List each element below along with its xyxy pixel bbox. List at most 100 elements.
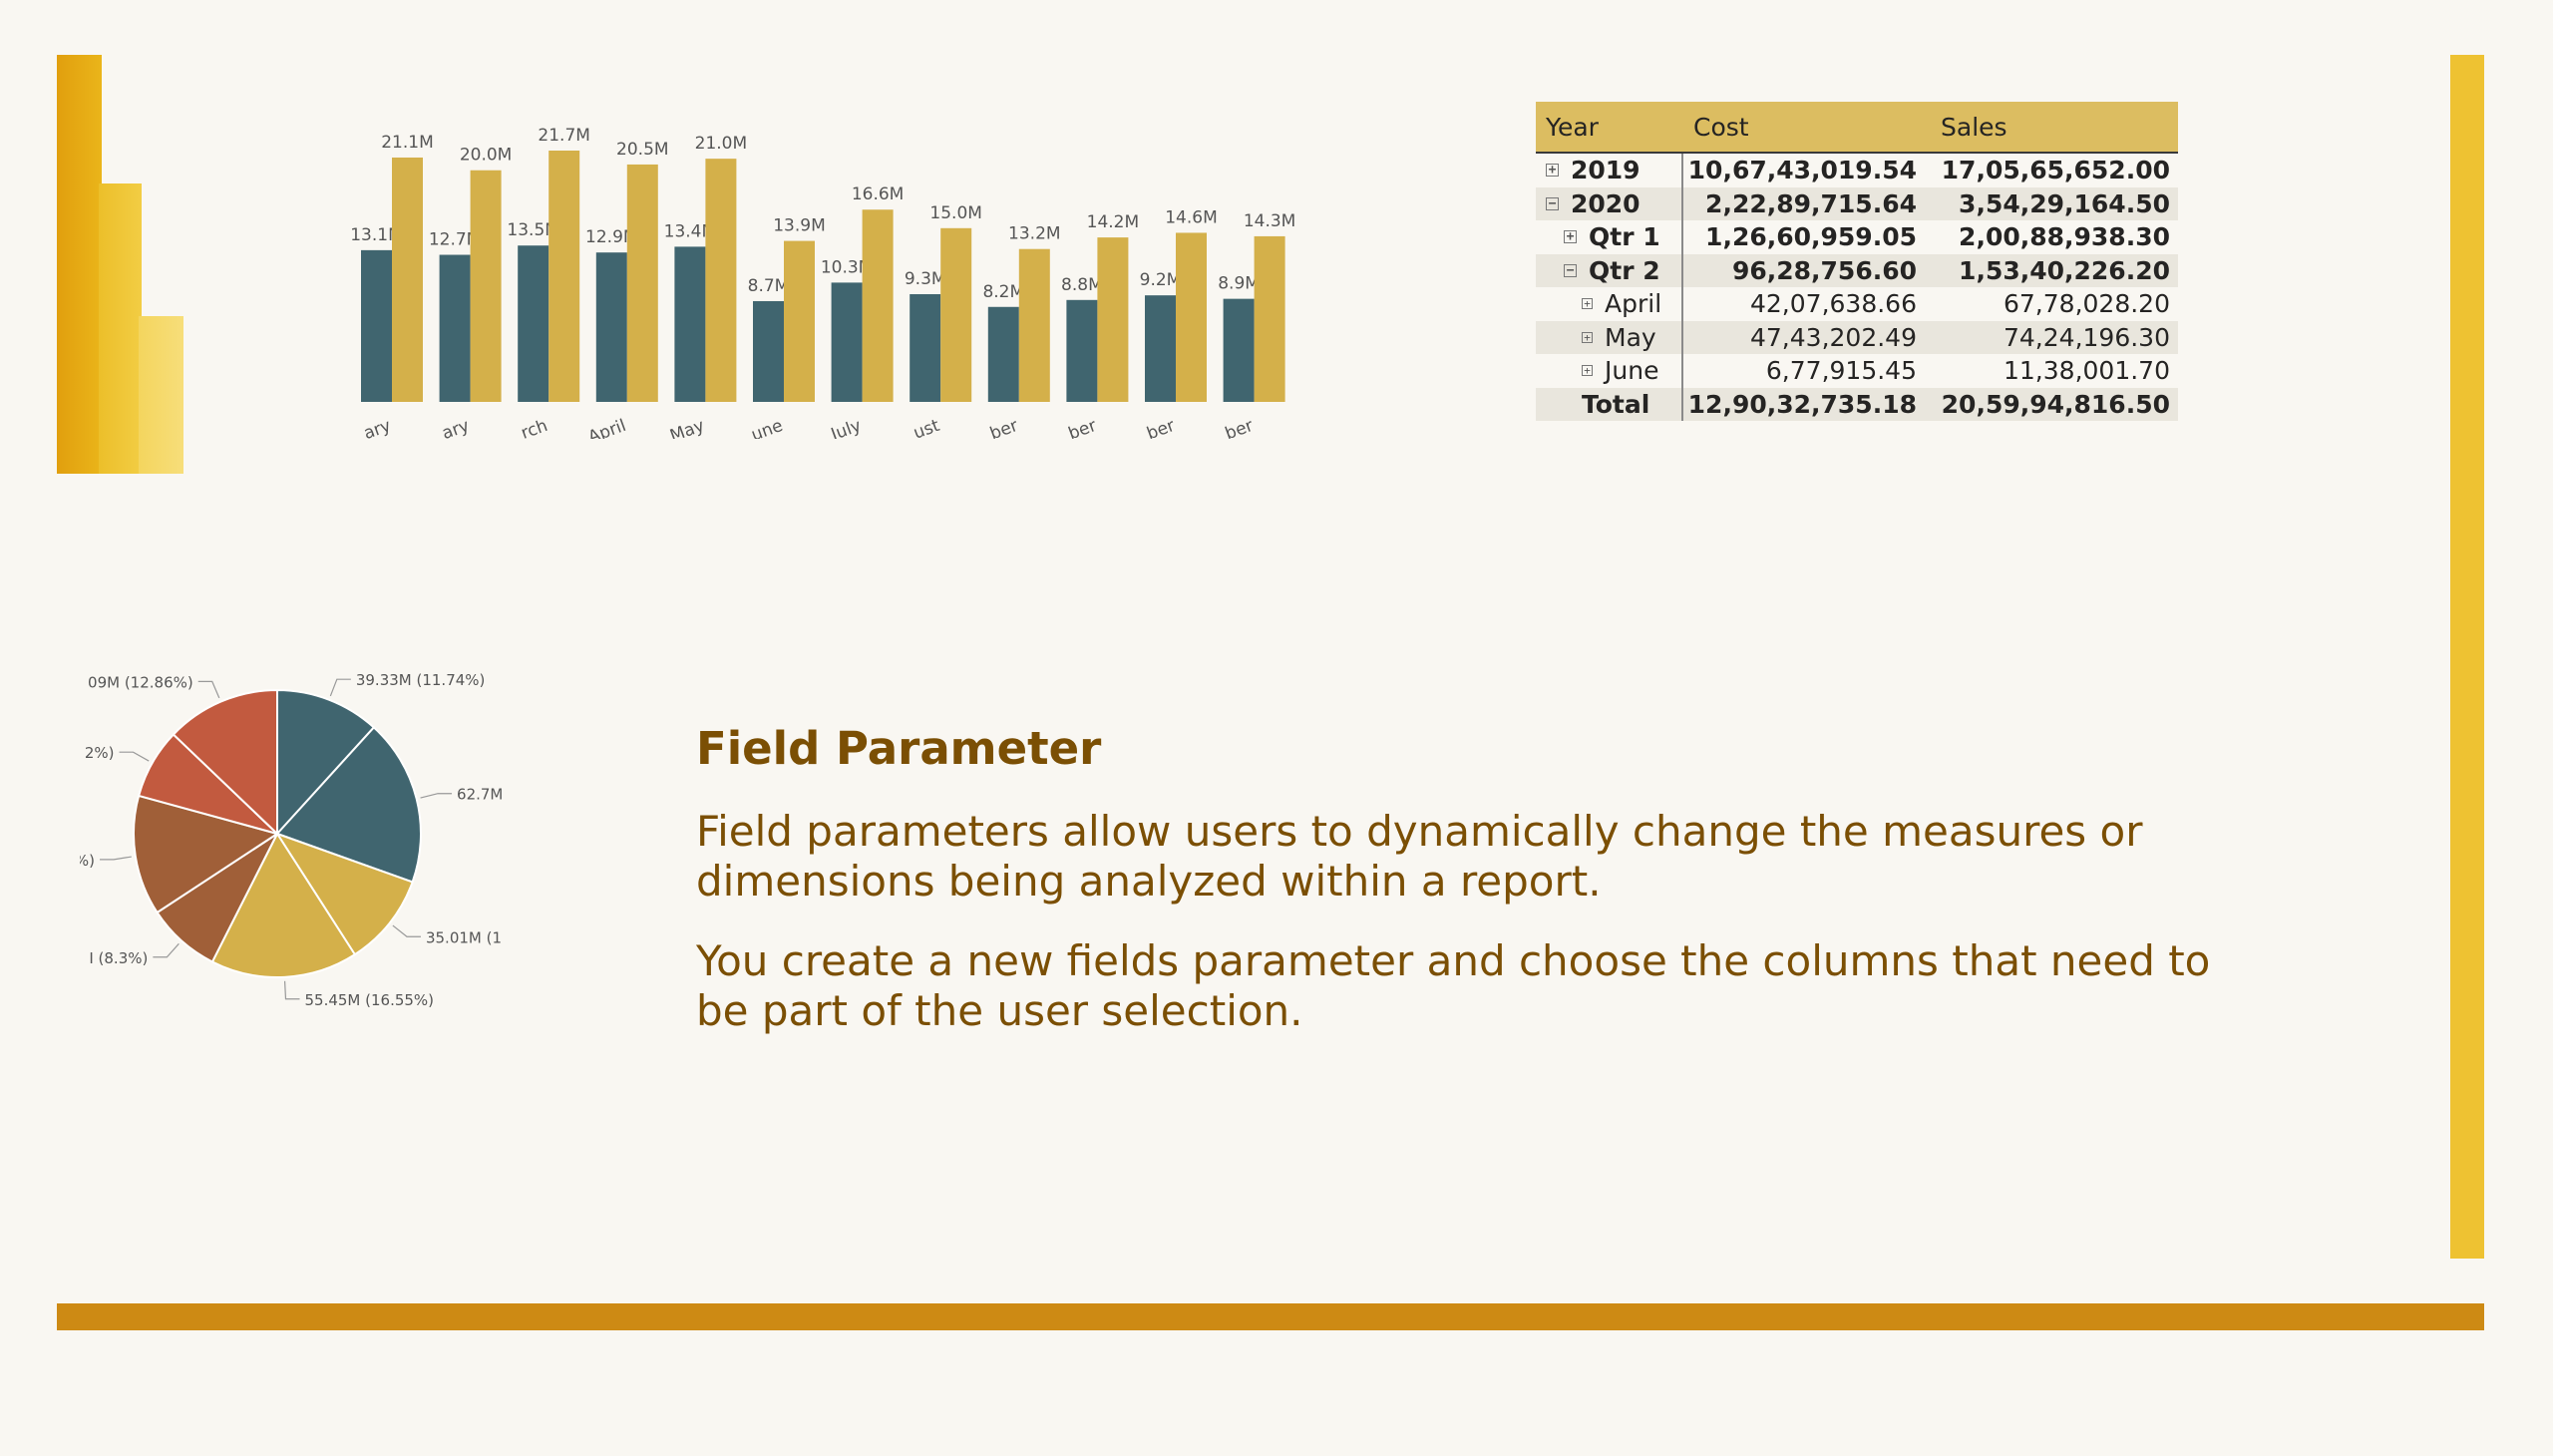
bar-data-label: 9.3M [905,269,946,289]
bar-series2-5[interactable] [784,240,815,402]
slide-text-block: Field Parameter Field parameters allow u… [696,722,2272,1066]
matrix-sales-cell: 74,24,196.30 [2004,322,2170,352]
bar-series2-9[interactable] [1097,237,1129,402]
matrix-header-year[interactable]: Year [1546,112,1599,142]
bar-series2-10[interactable] [1176,232,1207,402]
bar-series1-7[interactable] [910,294,941,402]
bar-data-label: 12.9M [585,227,638,247]
pie-slice-5[interactable] [133,794,280,914]
matrix-header-sales[interactable]: Sales [1941,112,2007,142]
matrix-row[interactable]: + June 6,77,915.45 11,38,001.70 [1536,354,2178,388]
matrix-row[interactable]: Total 12,90,32,735.18 20,59,94,816.50 [1536,387,2178,421]
pie-slice-0[interactable] [276,688,376,837]
year-cost-sales-matrix[interactable]: Year Cost Sales +2019 10,67,43,019.54 17,0… [1536,102,2178,421]
bar-series1-11[interactable] [1223,298,1255,402]
bar-series2-1[interactable] [470,170,502,402]
bar-series2-8[interactable] [1018,248,1050,402]
bar-data-label: 13.5M [507,220,559,240]
bar-series1-0[interactable] [361,249,392,402]
matrix-row[interactable]: − Qtr 2 96,28,756.60 1,53,40,226.20 [1536,253,2178,287]
matrix-row[interactable]: + May 47,43,202.49 74,24,196.30 [1536,320,2178,354]
matrix-header-cost[interactable]: Cost [1693,112,1749,142]
matrix-cost-cell: 6,77,915.45 [1765,356,1917,386]
bar-series2-3[interactable] [626,164,658,402]
bar-series2-0[interactable] [392,157,423,402]
matrix-row-label-cell: + May [1536,320,1683,354]
bar-data-label: 12.7M [429,230,482,250]
x-axis-tick-label: ber [1066,416,1099,439]
bar-series1-10[interactable] [1145,295,1176,402]
pie-slice-3[interactable] [210,831,357,978]
pie-slice-1[interactable] [275,726,422,884]
bar-data-label: 13.1M [350,225,403,245]
bar-series1-5[interactable] [753,300,784,402]
bar-data-label: 14.2M [1087,212,1140,232]
bar-data-label: 9.2M [1140,270,1182,290]
bar-series2-4[interactable] [705,159,737,402]
bar-series1-1[interactable] [439,254,471,402]
expand-icon[interactable]: + [1582,298,1593,310]
matrix-row[interactable]: +2019 10,67,43,019.54 17,05,65,652.00 [1536,154,2178,187]
bar-data-label: 15.0M [929,203,982,223]
pie-data-label: 35.01M (1 [426,928,502,946]
expand-icon[interactable]: + [1546,164,1559,178]
matrix-row-label-cell: −2020 [1536,186,1683,220]
matrix-row-label: Qtr 1 [1589,222,1660,252]
pie-leader-line [392,924,421,937]
expand-icon[interactable]: + [1582,365,1593,377]
x-axis-tick-label: May [667,416,707,439]
x-axis-tick-label: July [828,416,865,439]
matrix-sales-cell: 2,00,88,938.30 [1959,222,2170,252]
matrix-row-label: 2020 [1571,188,1641,218]
pie-leader-line [329,678,351,697]
collapse-icon[interactable]: − [1564,263,1577,277]
matrix-row[interactable]: + April 42,07,638.66 67,78,028.20 [1536,287,2178,321]
pie-data-label: %) [80,852,95,870]
bar-data-label: 20.5M [616,140,669,160]
bar-series1-8[interactable] [987,306,1019,402]
x-axis-tick-label: ber [1144,416,1177,439]
x-axis-tick-label: rch [519,416,550,439]
bar-series1-2[interactable] [518,245,549,402]
expand-icon[interactable]: + [1582,331,1593,343]
matrix-row-label: 2019 [1571,156,1641,185]
pie-slice-2[interactable] [274,832,414,956]
bar-series2-6[interactable] [862,209,894,402]
matrix-row-label-cell: + April [1536,287,1683,321]
bar-series1-4[interactable] [674,246,706,402]
matrix-row-label-cell: + Qtr 1 [1536,220,1683,254]
bar-series1-3[interactable] [595,252,627,402]
matrix-row-label: June [1605,356,1659,386]
matrix-sales-cell: 1,53,40,226.20 [1959,255,2170,285]
matrix-cost-cell: 1,26,60,959.05 [1705,222,1917,252]
cost-sales-bar-chart[interactable]: 13.1M 21.1M ary 12.7M 20.0M ary 13.5M 21.7M rch 1… [339,100,1316,439]
pie-slice-7[interactable] [172,688,278,837]
pie-chart[interactable]: 39.33M (11.74%) 62.7M 35.01M (1 55.45M (16.… [80,638,539,1037]
matrix-row[interactable]: + Qtr 1 1,26,60,959.05 2,00,88,938.30 [1536,220,2178,254]
bar-data-label: 13.9M [773,216,826,236]
bar-data-label: 21.1M [381,133,434,153]
bar-series2-11[interactable] [1254,235,1285,402]
matrix-cost-cell: 42,07,638.66 [1750,289,1917,319]
matrix-row-label: Total [1582,389,1650,419]
matrix-row-label-cell: + June [1536,354,1683,388]
bar-data-label: 8.8M [1061,275,1103,295]
x-axis-tick-label: ust [911,416,942,439]
pie-data-label: 09M (12.86%) [88,673,193,691]
pie-data-label: 55.45M (16.55%) [304,991,434,1009]
matrix-row[interactable]: −2020 2,22,89,715.64 3,54,29,164.50 [1536,186,2178,220]
expand-icon[interactable]: + [1564,230,1577,244]
matrix-sales-cell: 17,05,65,652.00 [1941,156,2170,185]
bar-series2-2[interactable] [548,151,580,402]
bar-data-label: 8.7M [748,276,790,296]
bar-series2-7[interactable] [940,227,972,402]
bar-data-label: 8.2M [982,282,1024,302]
matrix-cost-cell: 47,43,202.49 [1750,322,1917,352]
bar-series1-6[interactable] [831,282,863,402]
right-accent-bar [2450,55,2484,1259]
bar-data-label: 21.0M [695,134,748,154]
collapse-icon[interactable]: − [1546,196,1559,210]
matrix-row-label: April [1605,289,1662,319]
bar-series1-9[interactable] [1066,299,1098,402]
matrix-sales-cell: 20,59,94,816.50 [1941,389,2170,419]
